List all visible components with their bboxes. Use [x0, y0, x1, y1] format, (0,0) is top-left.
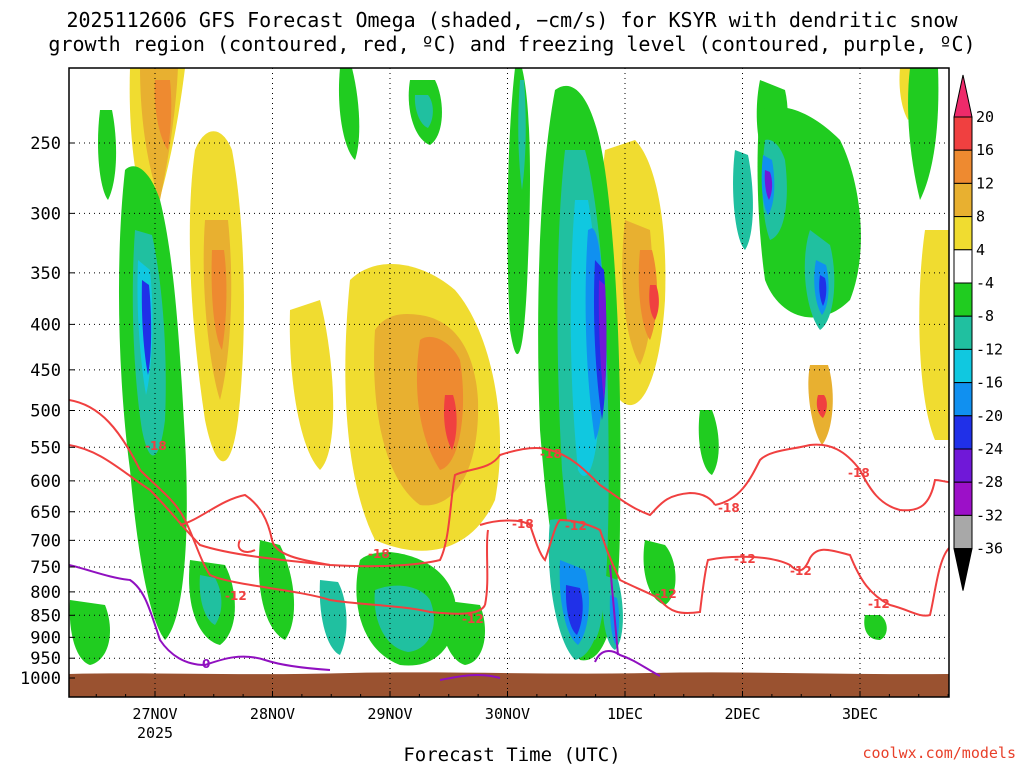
x-tick-label: 30NOV: [485, 705, 530, 723]
y-tick-label: 900: [30, 628, 61, 648]
y-tick-label: 400: [30, 315, 61, 335]
credit-text: coolwx.com/models: [862, 744, 1016, 762]
y-tick-label: 650: [30, 503, 61, 523]
colorbar-bin: [953, 116, 973, 151]
colorbar-label: -32: [976, 506, 1003, 524]
x-tick-label: 2DEC: [724, 705, 760, 723]
dgz-label: -18: [512, 517, 534, 531]
colorbar-label: 12: [976, 174, 994, 192]
dgz-label: -12: [655, 587, 677, 601]
colorbar-bin: [953, 514, 973, 550]
contours: -18 -18 -18 -12 -18 -12 -12 -18 -12 -12 …: [69, 399, 949, 681]
dgz-label: -12: [462, 612, 484, 626]
y-tick-label: 600: [30, 472, 61, 492]
x-axis: 27NOV 28NOV 29NOV 30NOV 1DEC 2DEC 3DEC: [95, 691, 949, 723]
colorbar-bin: [953, 282, 973, 317]
dgz-label: -18: [540, 447, 562, 461]
grid-lines: [69, 68, 949, 697]
y-axis: 2503003504004505005506006507007508008509…: [20, 134, 75, 689]
colorbar-bin: [953, 448, 973, 483]
y-tick-label: 250: [30, 134, 61, 154]
colorbar-bin: [953, 348, 973, 384]
y-tick-label: 500: [30, 402, 61, 422]
y-tick-label: 700: [30, 531, 61, 551]
colorbar-label: 8: [976, 208, 985, 226]
freezing-label: 0: [202, 657, 210, 671]
colorbar-bin: [953, 249, 973, 284]
y-tick-label: 550: [30, 438, 61, 458]
colorbar-bin: [953, 315, 973, 350]
dgz-label: -18: [145, 439, 167, 453]
dgz-label: -12: [790, 564, 812, 578]
x-tick-label: 1DEC: [607, 705, 643, 723]
x-tick-label: 3DEC: [842, 705, 878, 723]
colorbar-label: -28: [976, 473, 1003, 491]
colorbar-bin: [953, 149, 973, 184]
colorbar-label: -12: [976, 340, 1003, 358]
colorbar-bottom-triangle: [953, 548, 973, 591]
y-tick-label: 1000: [20, 669, 61, 689]
plot-frame: [68, 67, 950, 698]
omega-shading: [69, 68, 949, 697]
colorbar-bin: [953, 216, 973, 251]
colorbar-label: -36: [976, 540, 1003, 558]
colorbar-label: 16: [976, 141, 994, 159]
dgz-label: -12: [225, 589, 247, 603]
colorbar-label: 4: [976, 241, 985, 259]
y-tick-label: 300: [30, 204, 61, 224]
y-tick-label: 350: [30, 264, 61, 284]
colorbar-label: -8: [976, 307, 994, 325]
dgz-label: -18: [718, 501, 740, 515]
colorbar-label: -4: [976, 274, 994, 292]
x-tick-label: 27NOV: [132, 705, 177, 723]
y-tick-label: 950: [30, 649, 61, 669]
x-tick-year: 2025: [137, 724, 173, 742]
colorbar-label: -20: [976, 407, 1003, 425]
colorbar-label: 20: [976, 108, 994, 126]
dgz-label: -12: [868, 597, 890, 611]
dgz-label: -18: [848, 466, 870, 480]
colorbar-bin: [953, 481, 973, 516]
colorbar-top-triangle: [953, 74, 973, 118]
colorbar-bin: [953, 182, 973, 218]
colorbar-bin: [953, 382, 973, 417]
terrain-fill: [69, 672, 949, 697]
dgz-label: -12: [734, 552, 756, 566]
y-tick-label: 750: [30, 558, 61, 578]
dgz-label: -18: [368, 547, 390, 561]
y-tick-label: 450: [30, 361, 61, 381]
colorbar-label: -16: [976, 374, 1003, 392]
chart-title-line2: growth region (contoured, red, ºC) and f…: [48, 32, 976, 56]
dgz-label: -12: [565, 519, 587, 533]
y-tick-label: 800: [30, 583, 61, 603]
x-axis-title: Forecast Time (UTC): [403, 744, 621, 766]
colorbar: 20 16 12 8 4 -4 -8 -12 -16 -20 -24 -28 -32 -36: [953, 74, 1003, 591]
colorbar-bin: [953, 415, 973, 450]
x-tick-label: 28NOV: [250, 705, 295, 723]
x-tick-label: 29NOV: [367, 705, 412, 723]
chart-title-line1: 2025112606 GFS Forecast Omega (shaded, −…: [66, 8, 958, 32]
y-tick-label: 850: [30, 606, 61, 626]
colorbar-label: -24: [976, 440, 1003, 458]
